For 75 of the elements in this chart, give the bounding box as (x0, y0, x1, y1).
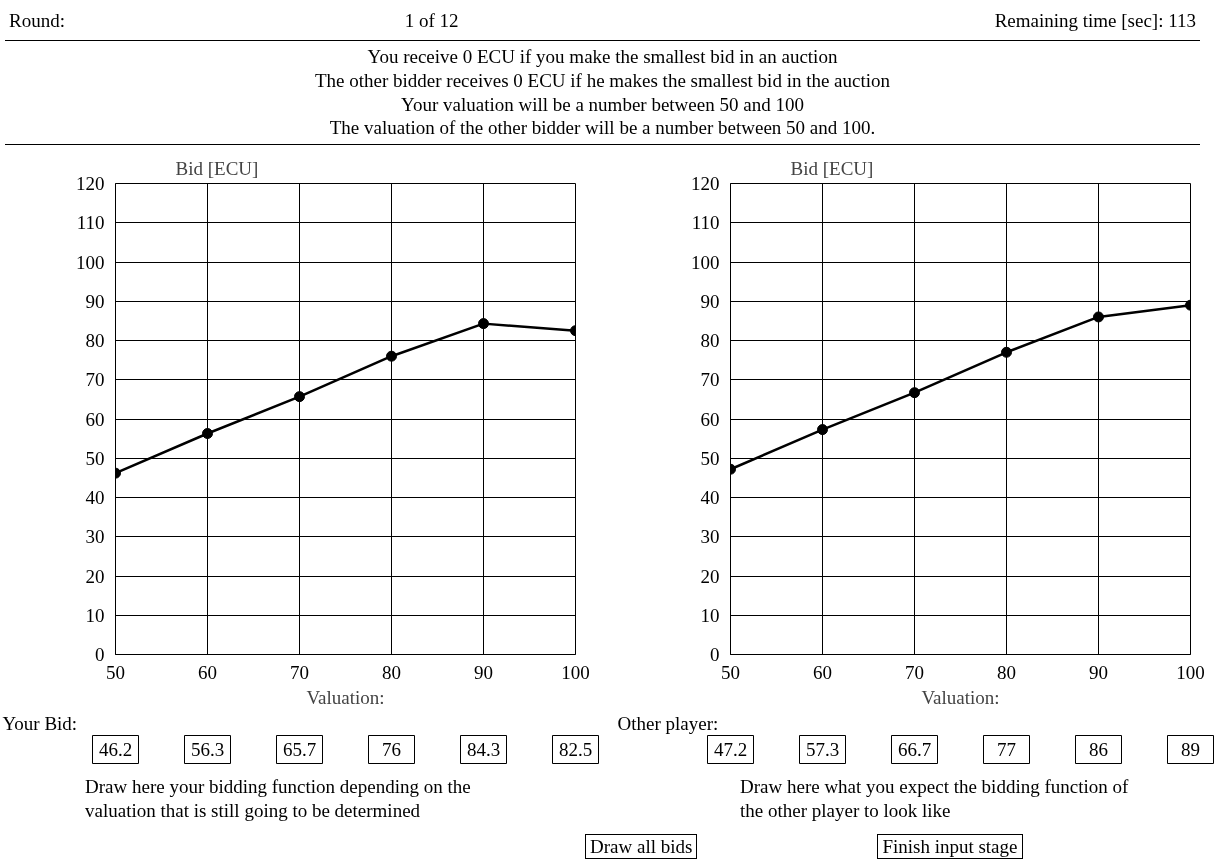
y-axis-title: Bid [ECU] (790, 157, 874, 179)
y-tick-label: 10 (85, 604, 105, 626)
text: 1 of 12 (404, 9, 460, 33)
text: 46.2 (98, 739, 133, 761)
text: 47.2 (713, 739, 748, 761)
text: Remaining time [sec]: 113 (993, 9, 1197, 33)
x-tick-label: 100 (1176, 661, 1205, 683)
point (1001, 346, 1012, 358)
text: 84.3 (466, 739, 501, 761)
point (1093, 311, 1104, 323)
point (294, 391, 305, 403)
y-axis-title: Bid [ECU] (175, 157, 259, 179)
text: 66.7 (897, 739, 932, 761)
y-tick-label: 60 (700, 408, 720, 430)
x-tick-label: 70 (290, 661, 309, 683)
text: You receive 0 ECU if you make the smallest bid in an auction (366, 45, 839, 69)
x-tick-label: 80 (382, 661, 401, 683)
x-tick-label: 70 (905, 661, 924, 683)
y-tick-label: 50 (700, 447, 720, 469)
x-tick-label: 100 (561, 661, 590, 683)
y-tick-label: 120 (76, 173, 105, 195)
x-tick-label: 50 (721, 661, 740, 683)
y-tick-label: 30 (700, 526, 720, 548)
text: Draw here what you expect the bidding function of the other player to look like (740, 775, 1130, 823)
x-tick-label: 80 (997, 661, 1016, 683)
text: 86 (1089, 739, 1108, 761)
x-tick-label: 90 (474, 661, 493, 683)
text: 82.5 (558, 739, 593, 761)
y-tick-label: 80 (85, 330, 105, 352)
x-tick-label: 60 (813, 661, 832, 683)
text: The valuation of the other bidder will be a number between 50 and 100. (328, 116, 877, 141)
y-tick-label: 20 (700, 565, 720, 587)
text: Draw here your bidding function depending on the valuation that is still going to be determined (85, 775, 472, 823)
text: Draw all bids (585, 833, 698, 859)
y-tick-label: 100 (691, 251, 720, 273)
y-tick-label: 90 (85, 290, 105, 312)
y-tick-label: 70 (85, 369, 105, 391)
y-tick-label: 80 (700, 330, 720, 352)
x-tick-label: 90 (1089, 661, 1108, 683)
y-tick-label: 100 (76, 251, 105, 273)
y-tick-label: 0 (710, 644, 720, 666)
y-tick-label: 110 (691, 212, 720, 234)
y-tick-label: 10 (700, 604, 720, 626)
point (817, 424, 828, 436)
y-tick-label: 110 (76, 212, 105, 234)
y-tick-label: 40 (85, 487, 105, 509)
text: Your valuation will be a number between 50 and 100 (400, 92, 805, 117)
y-tick-label: 20 (85, 565, 105, 587)
text: 57.3 (805, 739, 840, 761)
y-tick-label: 70 (700, 369, 720, 391)
text: 77 (997, 739, 1016, 761)
y-tick-label: 50 (85, 447, 105, 469)
point (386, 350, 397, 362)
text: Round: (9, 9, 66, 33)
y-tick-label: 60 (85, 408, 105, 430)
x-axis-title: Valuation: (306, 686, 385, 708)
y-tick-label: 30 (85, 526, 105, 548)
x-tick-label: 60 (198, 661, 217, 683)
text: 56.3 (190, 739, 225, 761)
text: Your Bid: (2, 712, 78, 734)
point (202, 428, 213, 440)
point (909, 387, 920, 399)
y-tick-label: 0 (95, 644, 105, 666)
y-tick-label: 90 (700, 290, 720, 312)
point (478, 318, 489, 330)
x-tick-label: 50 (106, 661, 125, 683)
y-tick-label: 40 (700, 487, 720, 509)
y-tick-label: 120 (691, 173, 720, 195)
text: Other player: (617, 712, 719, 734)
text: The other bidder receives 0 ECU if he makes the smallest bid in the auction (313, 68, 892, 93)
text: 65.7 (282, 739, 317, 761)
x-axis-title: Valuation: (921, 686, 1000, 708)
text: Finish input stage (877, 833, 1023, 859)
text: 89 (1181, 739, 1200, 761)
text: 76 (382, 739, 401, 761)
